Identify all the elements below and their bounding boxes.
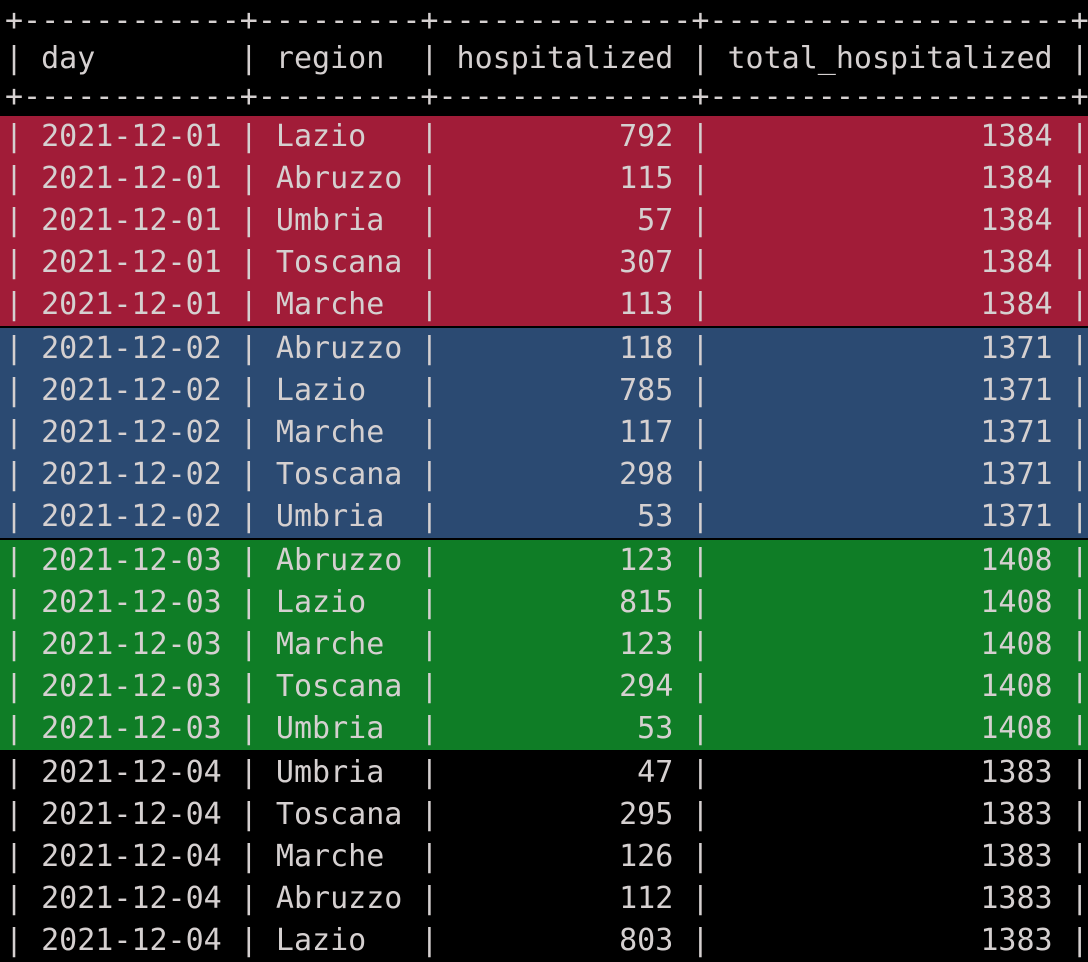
table-body: | 2021-12-01 | Lazio | 792 | 1384 | | 202… [0, 116, 1088, 962]
table-row: | 2021-12-04 | Toscana | 295 | 1383 | [5, 797, 1088, 832]
table-row: | 2021-12-02 | Marche | 117 | 1371 | [5, 415, 1088, 450]
table-row: | 2021-12-04 | Umbria | 47 | 1383 | [5, 755, 1088, 790]
table-row: | 2021-12-03 | Marche | 123 | 1408 | [5, 627, 1088, 662]
table-row: | 2021-12-01 | Abruzzo | 115 | 1384 | [5, 161, 1088, 196]
table-row: | 2021-12-01 | Umbria | 57 | 1384 | [5, 203, 1088, 238]
table-row: | 2021-12-03 | Toscana | 294 | 1408 | [5, 669, 1088, 704]
table-border-top: +------------+---------+--------------+-… [5, 3, 1088, 38]
table-row: | 2021-12-02 | Umbria | 53 | 1371 | [5, 499, 1088, 534]
table-row: | 2021-12-04 | Abruzzo | 112 | 1383 | [5, 881, 1088, 916]
table-row: | 2021-12-03 | Umbria | 53 | 1408 | [5, 711, 1088, 746]
table-border-mid: +------------+---------+--------------+-… [5, 79, 1088, 114]
table-header-row: | day | region | hospitalized | total_ho… [5, 41, 1088, 76]
table-row: | 2021-12-01 | Marche | 113 | 1384 | [5, 287, 1088, 322]
row-group: | 2021-12-03 | Abruzzo | 123 | 1408 | | 2… [0, 540, 1088, 750]
table-row: | 2021-12-01 | Toscana | 307 | 1384 | [5, 245, 1088, 280]
row-group: | 2021-12-02 | Abruzzo | 118 | 1371 | | 2… [0, 328, 1088, 538]
table-row: | 2021-12-02 | Lazio | 785 | 1371 | [5, 373, 1088, 408]
table-row: | 2021-12-02 | Toscana | 298 | 1371 | [5, 457, 1088, 492]
table-row: | 2021-12-02 | Abruzzo | 118 | 1371 | [5, 331, 1088, 366]
table-row: | 2021-12-04 | Lazio | 803 | 1383 | [5, 923, 1088, 958]
row-group: | 2021-12-04 | Umbria | 47 | 1383 | | 202… [0, 752, 1088, 962]
table-row: | 2021-12-03 | Abruzzo | 123 | 1408 | [5, 543, 1088, 578]
table-row: | 2021-12-03 | Lazio | 815 | 1408 | [5, 585, 1088, 620]
row-group: | 2021-12-01 | Lazio | 792 | 1384 | | 202… [0, 116, 1088, 326]
table-row: | 2021-12-04 | Marche | 126 | 1383 | [5, 839, 1088, 874]
table-row: | 2021-12-01 | Lazio | 792 | 1384 | [5, 119, 1088, 154]
